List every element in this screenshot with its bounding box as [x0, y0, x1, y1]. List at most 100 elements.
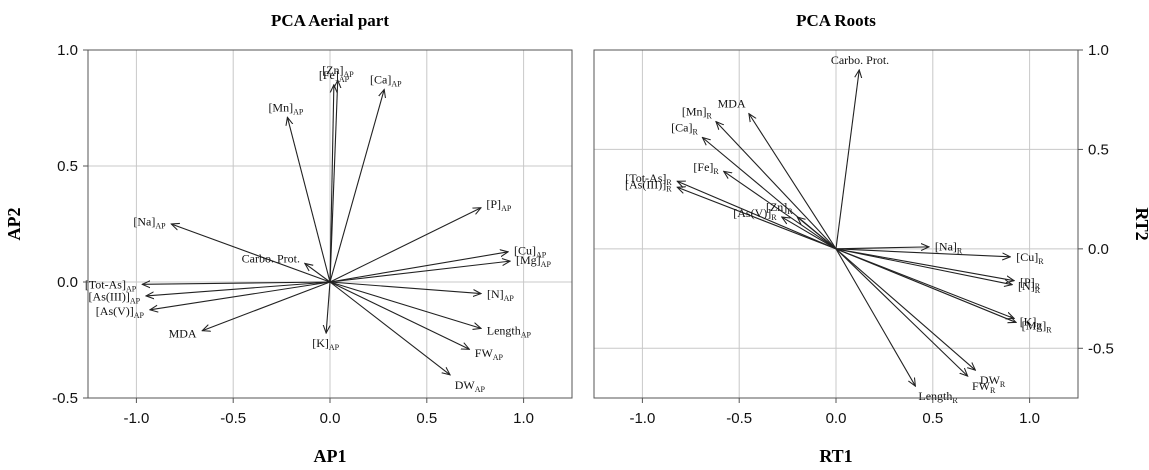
vector-label-mda-aerial: MDA: [169, 327, 197, 341]
vector-label-dw-roots: DWR: [980, 373, 1006, 389]
vector-label-n-roots: [N]R: [1018, 279, 1041, 295]
vector-fw-aerial: [329, 281, 469, 349]
vector-label-mg-aerial: [Mg]AP: [516, 253, 551, 269]
vector-carbo-prot-aerial: [305, 263, 331, 283]
x-tick-label-aerial: 0.0: [320, 410, 341, 427]
vector-zn-roots: [797, 217, 837, 250]
vector-fe-aerial: [329, 85, 334, 283]
x-tick-label-roots: -1.0: [629, 410, 655, 427]
y-tick-label-aerial: -0.5: [52, 390, 78, 407]
vector-label-ca-roots: [Ca]R: [671, 120, 698, 136]
x-tick-label-aerial: -1.0: [123, 410, 149, 427]
vector-label-na-aerial: [Na]AP: [133, 214, 166, 230]
y-tick-label-aerial: 0.5: [57, 158, 78, 175]
y-axis-label-aerial: AP2: [4, 208, 24, 241]
vector-as-iii-aerial: [146, 281, 331, 296]
vector-label-k-roots: [K]R: [1020, 314, 1043, 330]
y-tick-label-roots: 0.5: [1088, 141, 1109, 158]
vector-mg-aerial: [329, 261, 510, 283]
vector-label-carbo-prot-aerial: Carbo. Prot.: [242, 252, 300, 266]
vector-label-dw-aerial: DWAP: [455, 378, 486, 394]
vector-label-fe-aerial: [Fe]AP: [319, 68, 350, 84]
y-tick-label-aerial: 0.0: [57, 274, 78, 291]
vector-cu-aerial: [329, 252, 508, 283]
x-tick-label-roots: 1.0: [1019, 410, 1040, 427]
vector-label-cu-roots: [Cu]R: [1016, 250, 1044, 266]
vector-n-roots: [835, 248, 1012, 285]
chart-title-aerial: PCA Aerial part: [271, 11, 389, 30]
x-tick-label-roots: 0.0: [826, 410, 847, 427]
vector-as-v-aerial: [150, 281, 331, 310]
x-tick-label-roots: -0.5: [726, 410, 752, 427]
vector-label-zn-roots: [Zn]R: [766, 200, 793, 216]
vector-length-roots: [835, 248, 915, 386]
vector-carbo-prot-roots: [835, 70, 859, 249]
vector-label-ca-aerial: [Ca]AP: [370, 72, 402, 88]
vector-label-mn-roots: [Mn]R: [682, 105, 713, 121]
y-tick-label-roots: 1.0: [1088, 42, 1109, 59]
vector-label-as-v-roots: [As(V)]R: [733, 206, 777, 222]
gridlines-roots: [594, 49, 1078, 398]
vector-tot-as-aerial: [142, 282, 331, 284]
x-tick-label-aerial: 1.0: [513, 410, 534, 427]
vector-cu-roots: [835, 248, 1010, 257]
y-tick-label-aerial: 1.0: [57, 42, 78, 59]
vector-as-iii-roots: [677, 187, 837, 250]
vector-label-na-roots: [Na]R: [935, 240, 963, 256]
vector-label-carbo-prot-roots: Carbo. Prot.: [831, 53, 889, 67]
vector-label-mn-aerial: [Mn]AP: [268, 100, 303, 116]
vector-k-aerial: [326, 281, 330, 333]
chart-title-roots: PCA Roots: [796, 11, 876, 30]
vector-fw-roots: [835, 248, 968, 376]
x-axis-label-aerial: AP1: [314, 446, 347, 466]
vector-dw-roots: [835, 248, 975, 370]
vector-ca-aerial: [329, 89, 384, 283]
vector-label-cu-aerial: [Cu]AP: [514, 244, 547, 260]
y-axis-label-roots: RT2: [1132, 207, 1149, 240]
vector-dw-aerial: [329, 281, 450, 375]
vector-label-p-aerial: [P]AP: [486, 197, 511, 213]
x-tick-label-aerial: -0.5: [220, 410, 246, 427]
vector-p-aerial: [329, 208, 481, 283]
vector-length-aerial: [329, 281, 481, 328]
vector-zn-aerial: [329, 80, 338, 283]
ticks-aerial: -1.0 -0.5 0.0 0.5 1.0 -0.5 0.0 0.5 1.0: [52, 42, 534, 427]
vector-label-fe-roots: [Fe]R: [693, 160, 719, 176]
vector-label-fw-roots: FWR: [972, 379, 996, 395]
panel-roots: PCA Roots Carbo. Prot. MDA [Mn]R[Ca]R [Fe]R…: [593, 11, 1149, 466]
vector-label-zn-aerial: [Zn]AP: [322, 63, 354, 79]
vector-label-n-aerial: [N]AP: [487, 287, 514, 303]
vector-tot-as-roots: [677, 181, 837, 250]
x-tick-label-aerial: 0.5: [416, 410, 437, 427]
panel-aerial: PCA Aerial part [Fe]AP[Zn]AP [Ca]AP [Mn]AP…: [4, 11, 573, 466]
vector-fe-roots: [724, 171, 837, 250]
vector-p-roots: [835, 248, 1014, 281]
vector-label-as-iii-roots: [As(III)]R: [625, 177, 672, 193]
vector-label-mda-roots: MDA: [718, 97, 746, 111]
vector-mda-aerial: [202, 281, 331, 331]
vector-label-as-v-aerial: [As(V)]AP: [96, 304, 145, 320]
vector-label-length-roots: LengthR: [918, 389, 958, 405]
vector-mn-aerial: [287, 117, 331, 283]
y-tick-label-roots: 0.0: [1088, 241, 1109, 258]
x-axis-label-roots: RT1: [819, 446, 852, 466]
vector-mg-roots: [835, 248, 1016, 323]
vector-label-length-aerial: LengthAP: [487, 324, 532, 340]
y-tick-label-roots: -0.5: [1088, 340, 1114, 357]
vector-na-roots: [835, 247, 929, 249]
ticks-roots: -1.0 -0.5 0.0 0.5 1.0 -0.5 0.0 0.5 1.0: [629, 42, 1113, 427]
vector-as-v-roots: [782, 217, 837, 250]
vectors-roots: Carbo. Prot.MDA[Mn]R[Ca]R[Fe]R[Tot-As]R[…: [625, 53, 1052, 405]
vector-label-as-iii-aerial: [As(III)]AP: [89, 290, 141, 306]
vector-label-tot-as-roots: [Tot-As]R: [625, 171, 672, 187]
x-tick-label-roots: 0.5: [922, 410, 943, 427]
vector-label-fw-aerial: FWAP: [475, 346, 504, 362]
vector-na-aerial: [171, 224, 331, 283]
vector-n-aerial: [329, 281, 481, 294]
vector-label-mg-roots: [Mg]R: [1022, 318, 1053, 334]
vectors-aerial: [Fe]AP[Zn]AP [Ca]AP [Mn]AP [Na]AP Carbo. Pro…: [85, 63, 552, 394]
vector-label-p-roots: [P]R: [1020, 275, 1041, 291]
vector-label-tot-as-aerial: [Tot-As]AP: [85, 277, 137, 293]
vector-label-k-aerial: [K]AP: [312, 336, 339, 352]
